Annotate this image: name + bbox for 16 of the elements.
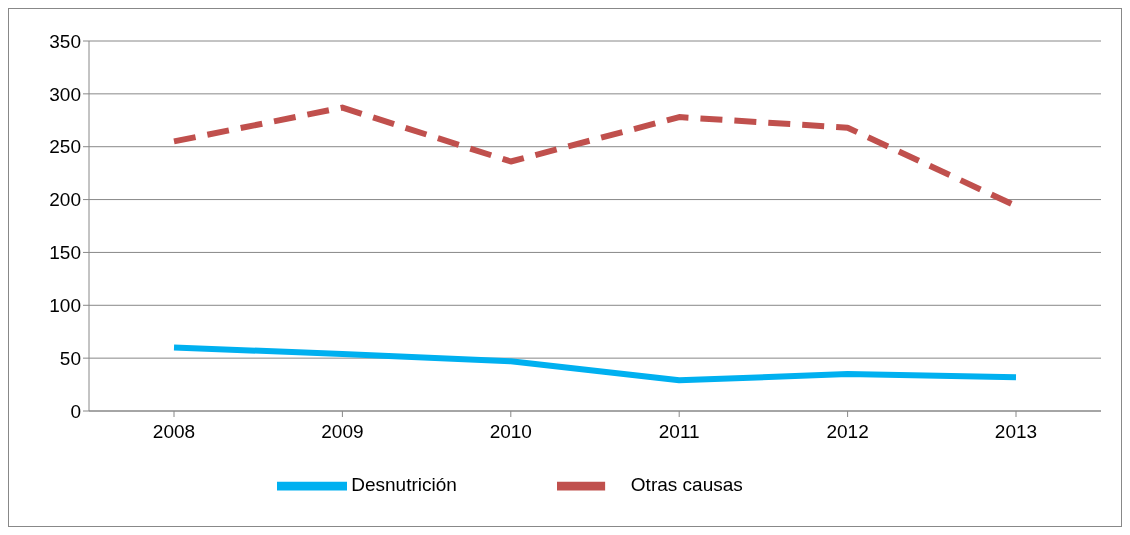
- x-tick-label: 2010: [489, 421, 532, 443]
- x-tick-label: 2012: [826, 421, 869, 443]
- y-tick-label: 100: [49, 295, 81, 317]
- y-tick-label: 50: [59, 347, 81, 369]
- y-tick-label: 150: [49, 242, 81, 264]
- x-tick-label: 2013: [994, 421, 1038, 443]
- x-tick-label: 2009: [321, 421, 364, 443]
- legend-label: Desnutrición: [351, 474, 457, 496]
- y-tick-label: 0: [70, 400, 81, 422]
- legend-label: Otras causas: [630, 474, 743, 496]
- x-tick-label: 2011: [658, 421, 700, 443]
- x-tick-label: 2008: [152, 421, 196, 443]
- y-tick-label: 300: [49, 83, 81, 105]
- y-tick-label: 200: [49, 189, 81, 211]
- y-tick-label: 250: [49, 136, 81, 158]
- y-tick-label: 350: [49, 30, 81, 52]
